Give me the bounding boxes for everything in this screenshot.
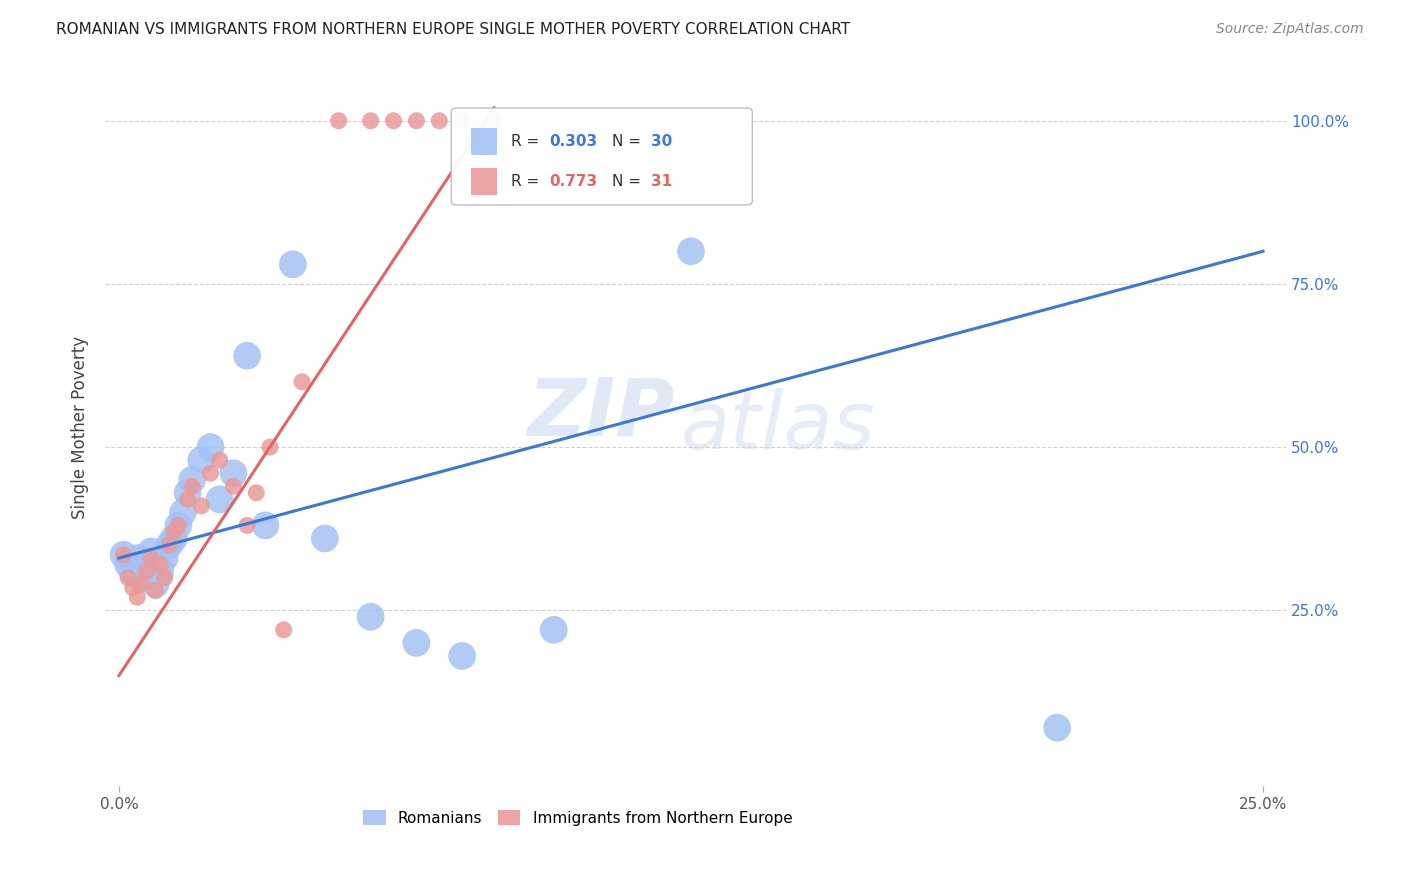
Text: N =: N = (612, 174, 645, 189)
Point (328, 113, 350, 128)
Point (153, 571, 176, 585)
Point (176, 485, 198, 500)
Point (679, 244, 702, 259)
Point (222, 479, 245, 493)
Point (131, 571, 153, 585)
Point (112, 548, 135, 562)
Text: Source: ZipAtlas.com: Source: ZipAtlas.com (1216, 22, 1364, 37)
Point (190, 453, 212, 467)
Point (281, 257, 304, 271)
Point (451, 113, 474, 128)
Point (135, 558, 157, 572)
Y-axis label: Single Mother Poverty: Single Mother Poverty (72, 336, 89, 519)
Point (167, 518, 190, 533)
Point (176, 492, 198, 507)
Text: 0.303: 0.303 (550, 134, 598, 149)
Point (131, 577, 153, 591)
Text: R =: R = (512, 174, 544, 189)
Point (163, 524, 186, 539)
Point (135, 564, 157, 578)
Legend: Romanians, Immigrants from Northern Europe: Romanians, Immigrants from Northern Euro… (363, 810, 793, 825)
Point (121, 564, 143, 578)
Point (360, 609, 382, 624)
Point (153, 551, 176, 566)
Point (157, 538, 180, 552)
Point (259, 440, 281, 454)
Point (181, 479, 204, 493)
Point (208, 453, 231, 467)
Point (200, 466, 222, 480)
Text: 30: 30 (651, 134, 672, 149)
Point (172, 505, 194, 519)
Point (291, 375, 314, 389)
Point (484, 113, 506, 128)
Point (127, 591, 149, 605)
Point (139, 551, 162, 566)
Point (149, 558, 172, 572)
Point (121, 581, 143, 595)
Point (181, 473, 204, 487)
Point (190, 499, 212, 513)
Point (360, 113, 382, 128)
Text: 31: 31 (651, 174, 672, 189)
Point (149, 564, 172, 578)
Point (112, 548, 135, 562)
Point (405, 113, 427, 128)
Point (273, 623, 295, 637)
Text: ZIP: ZIP (527, 374, 675, 452)
Point (208, 492, 231, 507)
FancyBboxPatch shape (451, 108, 752, 205)
Point (382, 113, 405, 128)
Point (427, 113, 450, 128)
Point (254, 518, 277, 533)
Text: R =: R = (512, 134, 544, 149)
Point (222, 466, 245, 480)
Point (117, 571, 139, 585)
FancyBboxPatch shape (471, 168, 498, 195)
Point (145, 583, 167, 598)
Point (1046, 721, 1069, 735)
Point (236, 518, 259, 533)
Point (167, 518, 190, 533)
Text: 0.773: 0.773 (550, 174, 598, 189)
Point (127, 551, 149, 566)
FancyBboxPatch shape (471, 128, 498, 155)
Point (451, 648, 474, 663)
Point (236, 349, 259, 363)
Point (139, 544, 162, 558)
Point (163, 532, 186, 546)
Point (157, 538, 180, 552)
Point (405, 636, 427, 650)
Text: N =: N = (612, 134, 645, 149)
Point (117, 558, 139, 572)
Text: atlas: atlas (681, 389, 876, 467)
Point (200, 440, 222, 454)
Text: ROMANIAN VS IMMIGRANTS FROM NORTHERN EUROPE SINGLE MOTHER POVERTY CORRELATION CH: ROMANIAN VS IMMIGRANTS FROM NORTHERN EUR… (56, 22, 851, 37)
Point (145, 577, 167, 591)
Point (245, 485, 267, 500)
Point (314, 532, 336, 546)
Point (543, 623, 565, 637)
